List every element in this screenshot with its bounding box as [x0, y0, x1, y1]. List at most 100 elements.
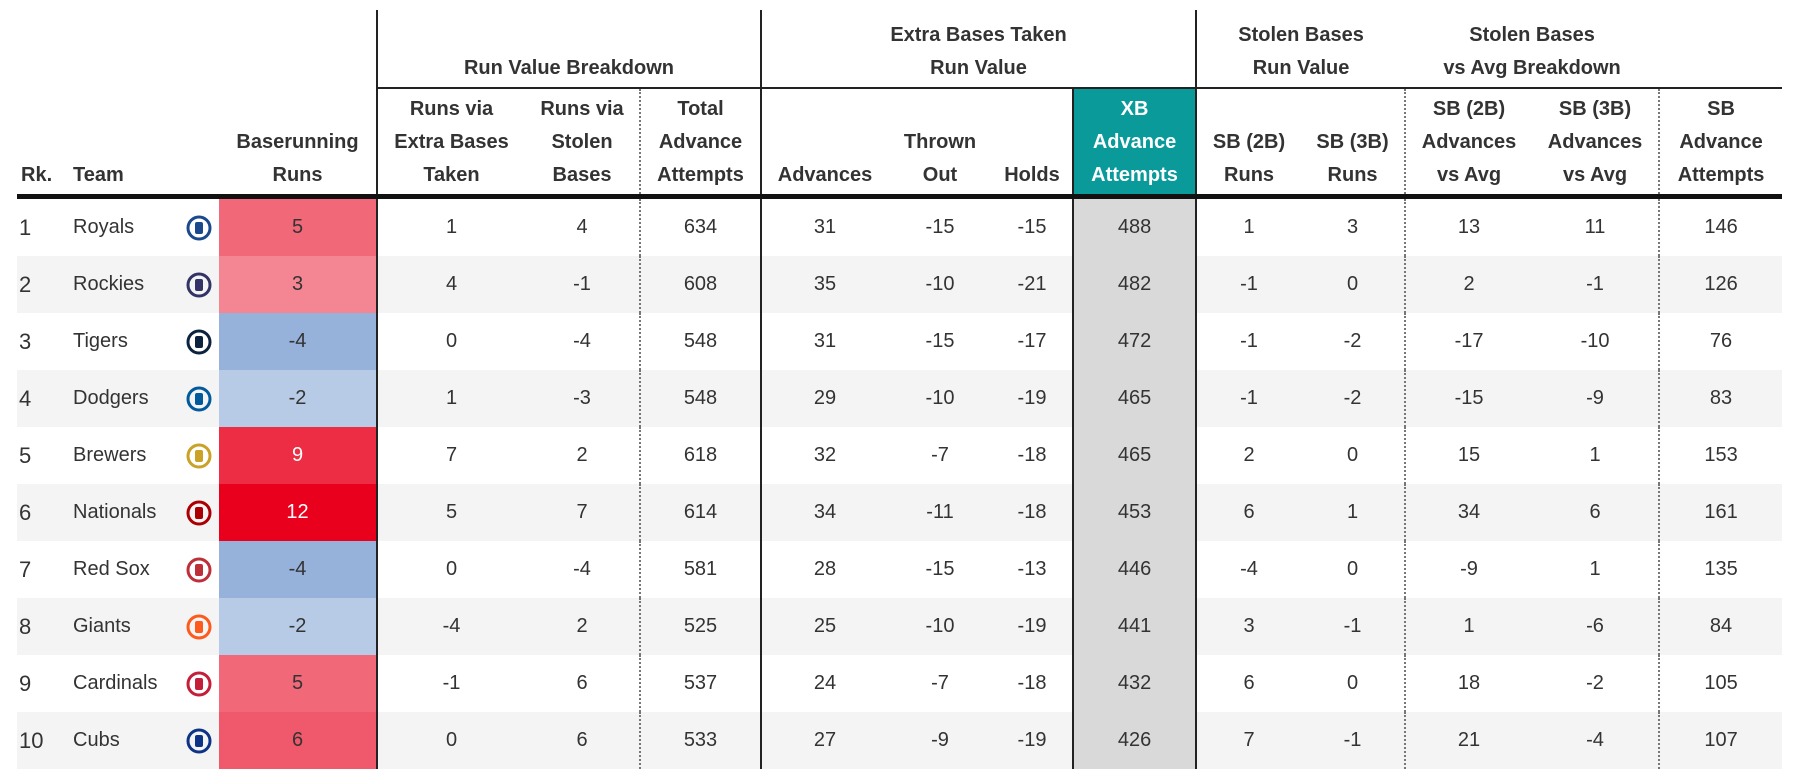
cell: -19	[992, 598, 1073, 655]
cell: 146	[1659, 197, 1782, 257]
cell: 432	[1073, 655, 1196, 712]
baserunning-runs: -4	[219, 313, 377, 370]
column-header: Runs via Stolen Bases	[525, 88, 640, 197]
cell: -13	[992, 541, 1073, 598]
baserunning-runs: 12	[219, 484, 377, 541]
logo-icon	[185, 213, 213, 243]
cell: 25	[761, 598, 888, 655]
team-logo	[179, 541, 219, 598]
cell: 34	[1405, 484, 1532, 541]
cell: 465	[1073, 370, 1196, 427]
rank: 2	[17, 256, 69, 313]
logo-icon	[185, 612, 213, 642]
spacer	[17, 10, 377, 88]
logo-icon	[185, 555, 213, 585]
cell: 153	[1659, 427, 1782, 484]
baserunning-runs: 5	[219, 197, 377, 257]
cell: -1	[1532, 256, 1659, 313]
cell: 31	[761, 197, 888, 257]
team-name: Brewers	[69, 427, 179, 484]
column-header: SB (2B) Runs	[1196, 88, 1301, 197]
baserunning-runs: 5	[219, 655, 377, 712]
cell: 34	[761, 484, 888, 541]
cell: 1	[1301, 484, 1405, 541]
cell: 28	[761, 541, 888, 598]
logo-shape	[195, 222, 203, 234]
cell: 1	[377, 197, 525, 257]
column-header: Advances	[761, 88, 888, 197]
team-logo	[179, 197, 219, 257]
rank: 7	[17, 541, 69, 598]
team-logo	[179, 256, 219, 313]
logo-shape	[195, 678, 203, 690]
cell: -2	[1532, 655, 1659, 712]
cell: 1	[1196, 197, 1301, 257]
cell: 83	[1659, 370, 1782, 427]
logo-icon	[185, 498, 213, 528]
team-logo	[179, 427, 219, 484]
cell: 84	[1659, 598, 1782, 655]
cell: 426	[1073, 712, 1196, 769]
cell: 533	[640, 712, 761, 769]
cell: 608	[640, 256, 761, 313]
cell: -1	[1196, 313, 1301, 370]
cell: 29	[761, 370, 888, 427]
cell: -10	[1532, 313, 1659, 370]
cell: 472	[1073, 313, 1196, 370]
team-logo	[179, 712, 219, 769]
group-header: Stolen Bases Run Value	[1196, 10, 1405, 88]
cell: 1	[1532, 541, 1659, 598]
cell: 548	[640, 370, 761, 427]
logo-icon	[185, 327, 213, 357]
cell: -18	[992, 427, 1073, 484]
cell: -4	[525, 313, 640, 370]
team-name: Tigers	[69, 313, 179, 370]
logo-shape	[195, 621, 203, 633]
cell: -15	[1405, 370, 1532, 427]
cell: 13	[1405, 197, 1532, 257]
cell: 482	[1073, 256, 1196, 313]
cell: -1	[377, 655, 525, 712]
cell: 548	[640, 313, 761, 370]
logo-shape	[195, 336, 203, 348]
cell: -2	[1301, 313, 1405, 370]
cell: -15	[992, 197, 1073, 257]
cell: 0	[377, 712, 525, 769]
cell: -2	[1301, 370, 1405, 427]
cell: -9	[1405, 541, 1532, 598]
column-header: XB Advance Attempts	[1073, 88, 1196, 197]
logo-shape	[195, 507, 203, 519]
column-header: Holds	[992, 88, 1073, 197]
cell: 3	[1196, 598, 1301, 655]
team-name: Cardinals	[69, 655, 179, 712]
cell: 6	[525, 655, 640, 712]
cell: 15	[1405, 427, 1532, 484]
baserunning-runs: -2	[219, 370, 377, 427]
cell: 2	[1405, 256, 1532, 313]
cell: 107	[1659, 712, 1782, 769]
cell: 2	[1196, 427, 1301, 484]
team-logo	[179, 370, 219, 427]
team-logo	[179, 484, 219, 541]
cell: -6	[1532, 598, 1659, 655]
group-header: Run Value Breakdown	[377, 10, 761, 88]
column-header: Team	[69, 88, 219, 197]
cell: 6	[1196, 484, 1301, 541]
cell: -9	[1532, 370, 1659, 427]
cell: -18	[992, 655, 1073, 712]
logo-icon	[185, 441, 213, 471]
cell: 0	[377, 541, 525, 598]
cell: 446	[1073, 541, 1196, 598]
cell: 0	[1301, 427, 1405, 484]
cell: 0	[377, 313, 525, 370]
cell: -4	[1196, 541, 1301, 598]
cell: 488	[1073, 197, 1196, 257]
cell: 1	[377, 370, 525, 427]
cell: 6	[525, 712, 640, 769]
cell: -10	[888, 256, 992, 313]
